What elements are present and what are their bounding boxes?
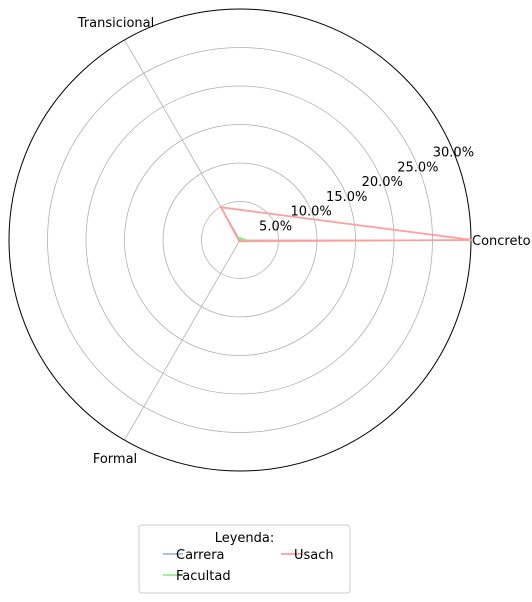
legend: Leyenda: Carrera Facultad Usach bbox=[138, 524, 351, 594]
legend-title: Leyenda: bbox=[215, 531, 275, 546]
category-label-transicional: Transicional bbox=[77, 16, 155, 31]
series-line-facultad bbox=[237, 236, 248, 242]
spoke-formal bbox=[124, 239, 241, 441]
series-lines bbox=[220, 206, 474, 243]
legend-box bbox=[138, 524, 351, 594]
series-line-usach bbox=[220, 206, 474, 243]
tick-label: 10.0% bbox=[290, 205, 331, 220]
category-label-formal: Formal bbox=[93, 452, 137, 467]
tick-label: 30.0% bbox=[433, 146, 474, 161]
category-labels: Concreto Transicional Formal bbox=[77, 16, 531, 467]
legend-label-facultad: Facultad bbox=[176, 569, 231, 584]
tick-label: 20.0% bbox=[362, 175, 403, 190]
tick-label: 5.0% bbox=[259, 219, 292, 234]
radial-tick-labels: 5.0%10.0%15.0%20.0%25.0%30.0% bbox=[259, 146, 474, 235]
legend-label-carrera: Carrera bbox=[176, 548, 225, 563]
legend-label-usach: Usach bbox=[294, 548, 334, 563]
category-label-concreto: Concreto bbox=[472, 234, 531, 249]
tick-label: 25.0% bbox=[397, 160, 438, 175]
tick-label: 15.0% bbox=[326, 190, 367, 205]
